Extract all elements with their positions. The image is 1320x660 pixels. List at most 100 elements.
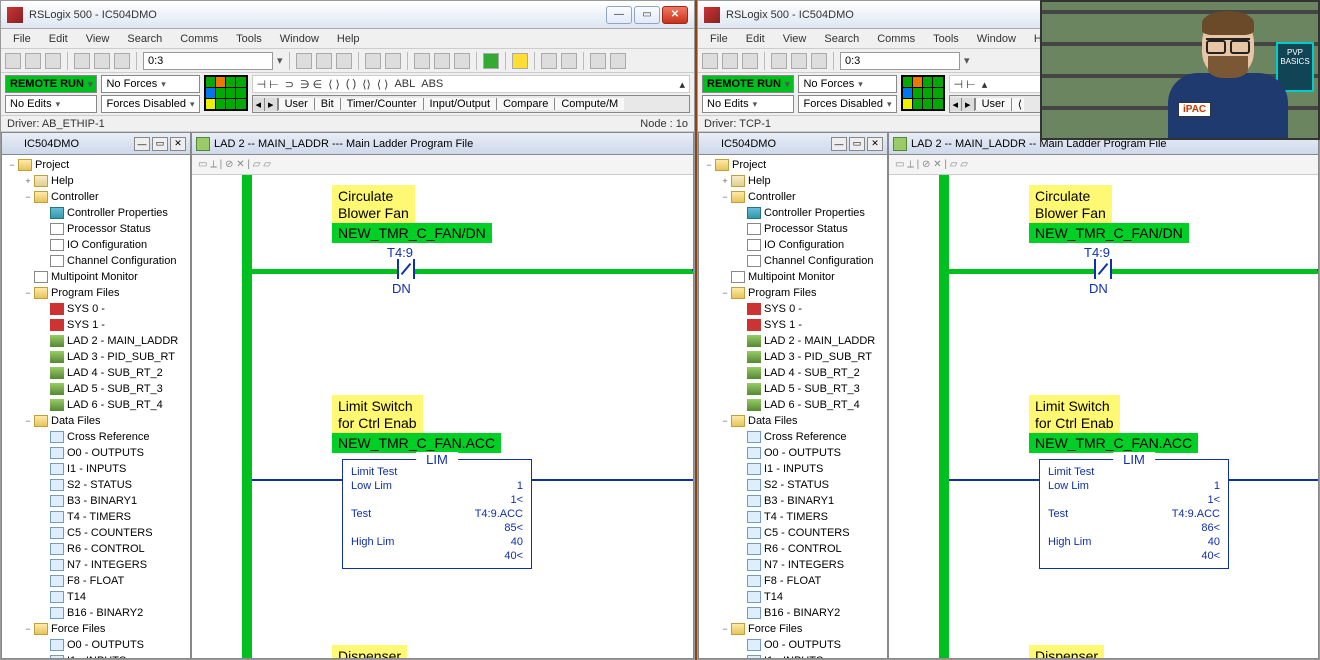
- tree-item[interactable]: −Data Files: [699, 413, 887, 429]
- new-icon[interactable]: [702, 53, 718, 69]
- menu-comms[interactable]: Comms: [172, 31, 226, 47]
- paste-icon[interactable]: [811, 53, 827, 69]
- tree-item[interactable]: T4 - TIMERS: [699, 509, 887, 525]
- tree-item[interactable]: −Controller: [699, 189, 887, 205]
- forces-disabled[interactable]: Forces Disabled: [101, 95, 199, 113]
- tree-item[interactable]: −Program Files: [2, 285, 190, 301]
- instruction-tabs[interactable]: ◂▸ User Bit Timer/Counter Input/Output C…: [252, 95, 691, 113]
- menu-file[interactable]: File: [702, 31, 736, 47]
- tab-compute[interactable]: Compute/M: [554, 98, 624, 110]
- menu-search[interactable]: Search: [816, 31, 867, 47]
- step-icon[interactable]: [590, 53, 606, 69]
- ladder-toolbar[interactable]: ▭ ⟂ | ⊘ ✕ | ▱ ▱: [192, 155, 693, 175]
- tree-item[interactable]: C5 - COUNTERS: [699, 525, 887, 541]
- tree-item[interactable]: Controller Properties: [2, 205, 190, 221]
- tree-item[interactable]: SYS 1 -: [699, 317, 887, 333]
- verify-icon[interactable]: [365, 53, 381, 69]
- tool-icon[interactable]: [296, 53, 312, 69]
- tree-item[interactable]: B16 - BINARY2: [699, 605, 887, 621]
- pane-max-icon[interactable]: ▭: [152, 137, 168, 151]
- cut-icon[interactable]: [771, 53, 787, 69]
- zoomin-icon[interactable]: [414, 53, 430, 69]
- menu-window[interactable]: Window: [272, 31, 327, 47]
- goto-icon[interactable]: [512, 53, 528, 69]
- menu-edit[interactable]: Edit: [41, 31, 76, 47]
- pane-max-icon[interactable]: ▭: [849, 137, 865, 151]
- tree-item[interactable]: LAD 5 - SUB_RT_3: [2, 381, 190, 397]
- menu-file[interactable]: File: [5, 31, 39, 47]
- tree-item[interactable]: Multipoint Monitor: [699, 269, 887, 285]
- step-icon[interactable]: [610, 53, 626, 69]
- tree-item[interactable]: SYS 1 -: [2, 317, 190, 333]
- tree-item[interactable]: R6 - CONTROL: [2, 541, 190, 557]
- menu-tools[interactable]: Tools: [925, 31, 967, 47]
- save-icon[interactable]: [742, 53, 758, 69]
- tool-icon[interactable]: [316, 53, 332, 69]
- tree-item[interactable]: I1 - INPUTS: [699, 653, 887, 658]
- tab-timer[interactable]: Timer/Counter: [340, 98, 423, 110]
- lim-block[interactable]: LIMLimit TestLow Lim11<TestT4:9.ACC86<Hi…: [1039, 459, 1229, 569]
- menu-view[interactable]: View: [78, 31, 118, 47]
- project-tree[interactable]: −Project+Help−ControllerController Prope…: [2, 155, 190, 658]
- cut-icon[interactable]: [74, 53, 90, 69]
- instruction-palette[interactable]: ⊣ ⊢⊃∋ ∈⟨ ⟩( )⟨⟩⟨ ⟩ABLABS ▴: [252, 75, 691, 93]
- ladder-canvas[interactable]: CirculateBlower FanNEW_TMR_C_FAN/DNT4:90…: [252, 175, 693, 658]
- tab-bit[interactable]: Bit: [314, 98, 340, 110]
- menu-tools[interactable]: Tools: [228, 31, 270, 47]
- forces-disabled[interactable]: Forces Disabled: [798, 95, 896, 113]
- menu-window[interactable]: Window: [969, 31, 1024, 47]
- tree-item[interactable]: LAD 2 - MAIN_LADDR: [2, 333, 190, 349]
- tree-item[interactable]: I1 - INPUTS: [699, 461, 887, 477]
- tool-icon[interactable]: [336, 53, 352, 69]
- ladder-title[interactable]: LAD 2 -- MAIN_LADDR --- Main Ladder Prog…: [192, 133, 693, 155]
- tree-item[interactable]: LAD 3 - PID_SUB_RT: [699, 349, 887, 365]
- tree-item[interactable]: LAD 2 - MAIN_LADDR: [699, 333, 887, 349]
- address-combo[interactable]: [143, 52, 273, 70]
- mode-indicator[interactable]: REMOTE RUN: [702, 75, 794, 93]
- tree-item[interactable]: I1 - INPUTS: [2, 653, 190, 658]
- tree-item[interactable]: O0 - OUTPUTS: [699, 637, 887, 653]
- tree-item[interactable]: Channel Configuration: [2, 253, 190, 269]
- tree-item[interactable]: LAD 4 - SUB_RT_2: [699, 365, 887, 381]
- open-icon[interactable]: [722, 53, 738, 69]
- zoom-icon[interactable]: [454, 53, 470, 69]
- forces-indicator[interactable]: No Forces: [101, 75, 199, 93]
- tree-item[interactable]: LAD 6 - SUB_RT_4: [699, 397, 887, 413]
- copy-icon[interactable]: [791, 53, 807, 69]
- tree-item[interactable]: LAD 4 - SUB_RT_2: [2, 365, 190, 381]
- tree-item[interactable]: Cross Reference: [699, 429, 887, 445]
- tree-item[interactable]: −Program Files: [699, 285, 887, 301]
- nav-fwd-icon[interactable]: [561, 53, 577, 69]
- tree-title[interactable]: IC504DMO —▭✕: [699, 133, 887, 155]
- tree-item[interactable]: B3 - BINARY1: [699, 493, 887, 509]
- tree-item[interactable]: Channel Configuration: [699, 253, 887, 269]
- open-icon[interactable]: [25, 53, 41, 69]
- tree-item[interactable]: LAD 3 - PID_SUB_RT: [2, 349, 190, 365]
- tree-item[interactable]: N7 - INTEGERS: [699, 557, 887, 573]
- edits-indicator[interactable]: No Edits: [5, 95, 97, 113]
- pane-close-icon[interactable]: ✕: [170, 137, 186, 151]
- tree-item[interactable]: N7 - INTEGERS: [2, 557, 190, 573]
- tree-item[interactable]: −Controller: [2, 189, 190, 205]
- tree-item[interactable]: F8 - FLOAT: [2, 573, 190, 589]
- tab-compare[interactable]: Compare: [496, 98, 554, 110]
- tree-item[interactable]: R6 - CONTROL: [699, 541, 887, 557]
- ladder-toolbar[interactable]: ▭ ⟂ | ⊘ ✕ | ▱ ▱: [889, 155, 1318, 175]
- mode-indicator[interactable]: REMOTE RUN: [5, 75, 97, 93]
- menu-view[interactable]: View: [775, 31, 815, 47]
- tree-item[interactable]: Controller Properties: [699, 205, 887, 221]
- tree-item[interactable]: O0 - OUTPUTS: [699, 445, 887, 461]
- tree-item[interactable]: B16 - BINARY2: [2, 605, 190, 621]
- minimize-button[interactable]: —: [606, 6, 632, 24]
- tab-user[interactable]: User: [975, 98, 1011, 110]
- tree-item[interactable]: −Project: [699, 157, 887, 173]
- tab-user[interactable]: User: [278, 98, 314, 110]
- tree-item[interactable]: B3 - BINARY1: [2, 493, 190, 509]
- titlebar[interactable]: RSLogix 500 - IC504DMO — ▭ ✕: [1, 1, 694, 29]
- tree-item[interactable]: −Force Files: [699, 621, 887, 637]
- pane-min-icon[interactable]: —: [831, 137, 847, 151]
- new-icon[interactable]: [5, 53, 21, 69]
- close-button[interactable]: ✕: [662, 6, 688, 24]
- address-combo[interactable]: [840, 52, 960, 70]
- tree-item[interactable]: +Help: [2, 173, 190, 189]
